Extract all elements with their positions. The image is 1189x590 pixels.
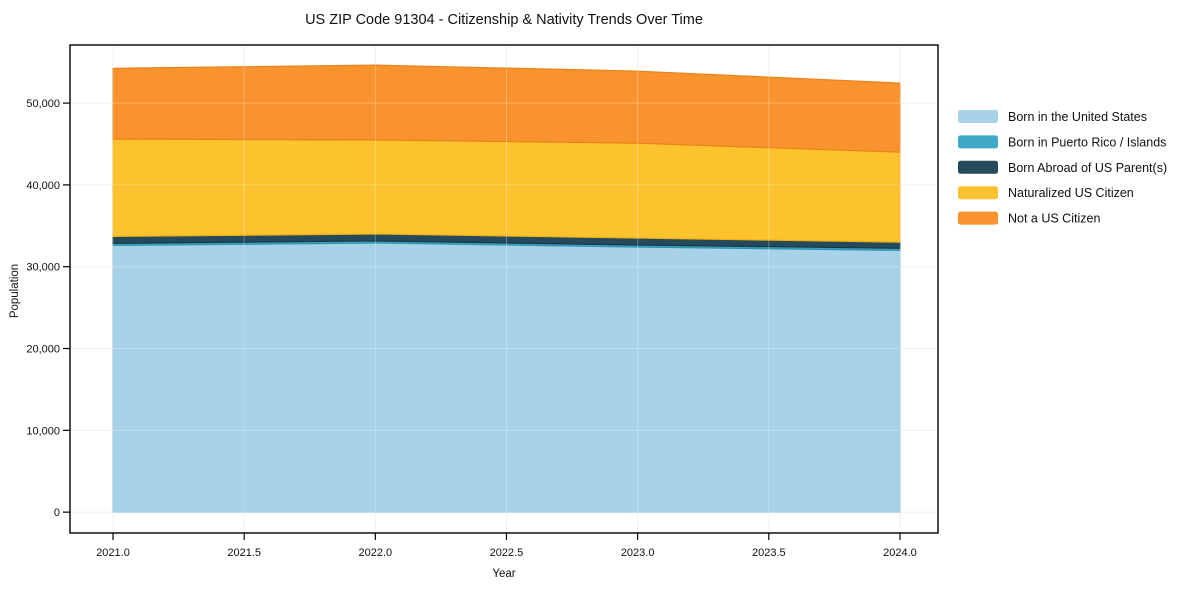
legend-item-label: Born in the United States (1008, 110, 1147, 124)
legend-item-label: Born in Puerto Rico / Islands (1008, 135, 1166, 149)
stacked-areas (112, 64, 901, 513)
legend-swatch (958, 135, 998, 149)
y-tick-label: 40,000 (26, 180, 60, 192)
x-axis-label: Year (492, 568, 515, 580)
x-tick-label: 2024.0 (883, 547, 917, 559)
legend-swatch (958, 160, 998, 174)
legend-item: Not a US Citizen (958, 211, 1100, 226)
axis-ticks (63, 102, 901, 540)
y-axis-label: Population (9, 264, 21, 318)
x-tick-label: 2022.0 (359, 547, 393, 559)
x-tick-label: 2023.0 (621, 547, 655, 559)
x-tick-label: 2023.5 (752, 547, 786, 559)
x-tick-label: 2021.5 (227, 547, 261, 559)
chart-title: US ZIP Code 91304 - Citizenship & Nativi… (305, 12, 703, 28)
x-tick-label: 2021.0 (96, 547, 130, 559)
legend-item: Born Abroad of US Parent(s) (958, 160, 1167, 175)
y-tick-label: 30,000 (26, 262, 60, 274)
legend-swatch (958, 186, 998, 200)
legend-swatch (958, 211, 998, 225)
legend-item: Naturalized US Citizen (958, 186, 1134, 200)
x-tick-label: 2022.5 (490, 547, 524, 559)
axis-tick-labels: 0 10,000 20,000 30,000 40,000 50,000 2021.0 202… (26, 98, 916, 559)
legend-item-label: Naturalized US Citizen (1008, 186, 1134, 200)
legend-item: Born in Puerto Rico / Islands (958, 135, 1166, 149)
y-tick-label: 50,000 (26, 98, 60, 110)
y-tick-label: 0 (54, 507, 60, 519)
legend-item-label: Not a US Citizen (1008, 212, 1100, 226)
legend-swatch (958, 110, 998, 123)
legend-item-label: Born Abroad of US Parent(s) (1008, 161, 1167, 175)
plot-frame (69, 44, 939, 534)
y-tick-label: 10,000 (26, 425, 60, 437)
area-not-a-us-citizen (112, 64, 901, 153)
legend-item: Born in the United States (958, 110, 1147, 124)
legend: Born in the United States Born in Puerto … (958, 110, 1167, 226)
y-tick-label: 20,000 (26, 344, 60, 356)
gridlines-overlay (70, 45, 938, 533)
